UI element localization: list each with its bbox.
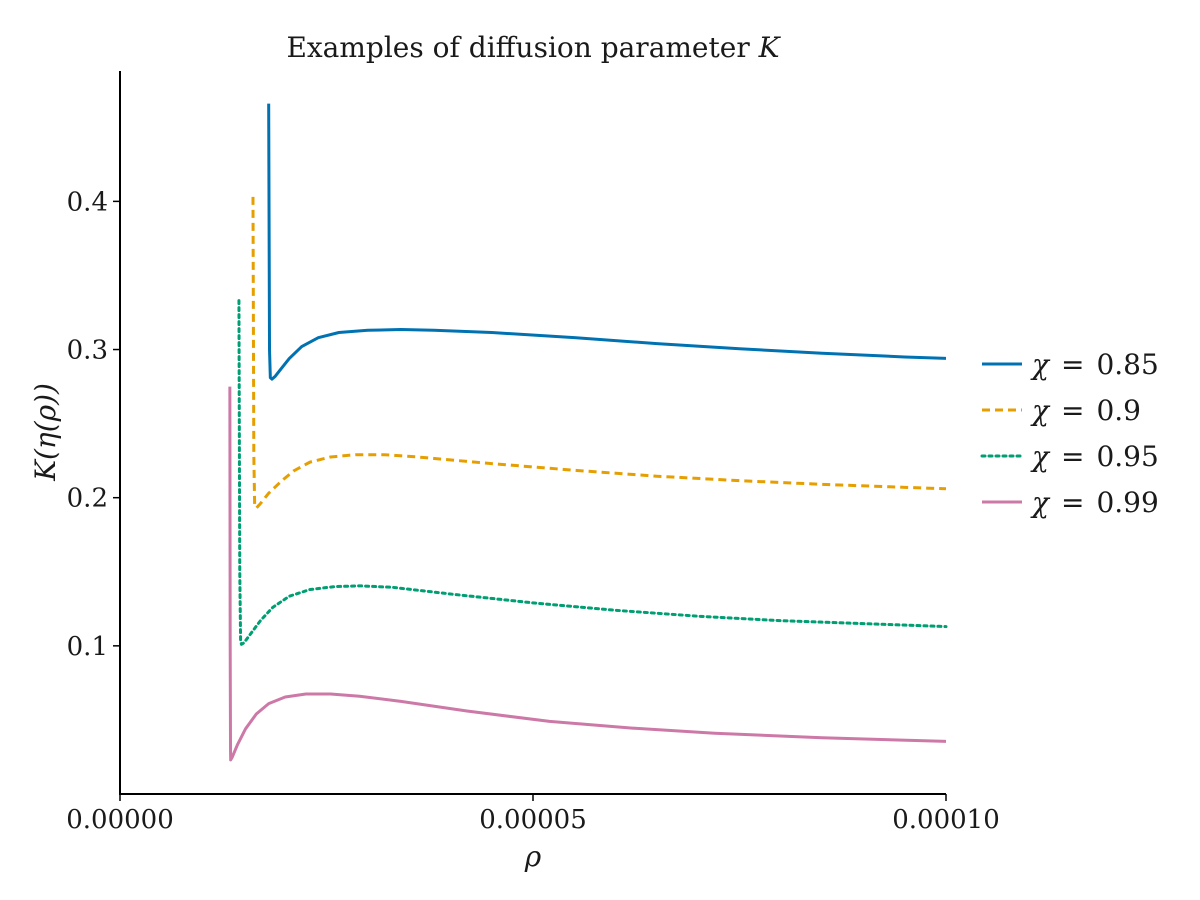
y-tick-label-3: 0.3	[67, 336, 108, 366]
y-tick-labels: 0.1 0.2 0.3 0.4	[67, 187, 120, 662]
y-axis-label: K(η(ρ))	[29, 383, 62, 482]
series-line-1	[267, 103, 947, 381]
legend-item-2: χ = 0.9	[982, 394, 1141, 427]
legend-label-4: χ = 0.99	[1030, 486, 1159, 519]
y-tick-label-2: 0.2	[67, 484, 108, 514]
legend-label-3: χ = 0.95	[1030, 440, 1159, 473]
series-line-2	[251, 196, 947, 510]
legend-item-1: χ = 0.85	[982, 348, 1159, 381]
y-tick-label-4: 0.4	[67, 187, 108, 217]
x-axis-label: ρ	[524, 840, 542, 873]
y-tick-label-1: 0.1	[67, 632, 108, 662]
plot-area	[228, 103, 948, 762]
series-line-4	[228, 386, 947, 762]
x-tick-label-3: 0.00010	[892, 805, 1000, 835]
x-tick-labels: 0.00000 0.00005 0.00010	[66, 794, 1000, 835]
legend-label-2: χ = 0.9	[1030, 394, 1141, 427]
chart-title: Examples of diffusion parameter K	[286, 31, 781, 64]
legend-item-4: χ = 0.99	[982, 486, 1159, 519]
legend-item-3: χ = 0.95	[980, 440, 1159, 473]
series-line-3	[237, 299, 948, 646]
legend: χ = 0.85 χ = 0.9 χ = 0.95 χ = 0.99	[980, 348, 1159, 519]
legend-label-1: χ = 0.85	[1030, 348, 1159, 381]
x-tick-label-2: 0.00005	[479, 805, 587, 835]
x-tick-label-1: 0.00000	[66, 805, 174, 835]
